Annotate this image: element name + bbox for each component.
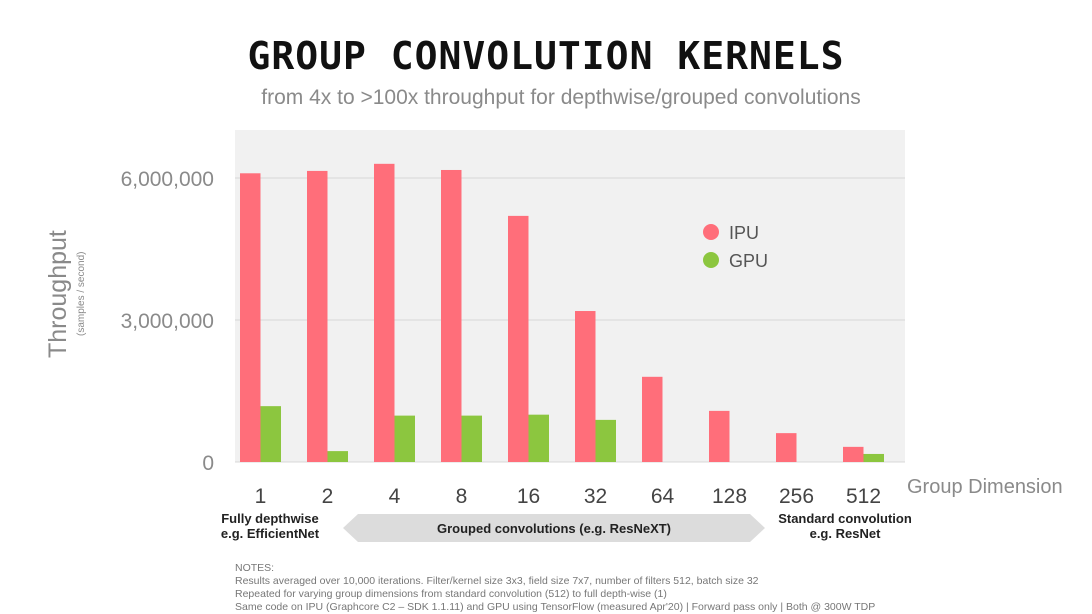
x-tick-label: 256 <box>779 485 814 508</box>
x-tick-label: 2 <box>322 485 334 508</box>
notes-line-2: Repeated for varying group dimensions fr… <box>235 588 667 600</box>
annotation-left: Fully depthwise e.g. EfficientNet <box>200 511 340 541</box>
x-tick-label: 128 <box>712 485 747 508</box>
chart-subtitle: from 4x to >100x throughput for depthwis… <box>261 86 861 109</box>
annotation-left-line1: Fully depthwise <box>221 511 319 526</box>
bar-gpu-4 <box>394 415 415 462</box>
x-tick-label: 8 <box>456 485 468 508</box>
bar-ipu-64 <box>642 376 663 462</box>
bar-ipu-16 <box>508 215 529 462</box>
notes-line-1: Results averaged over 10,000 iterations.… <box>235 575 759 587</box>
bar-ipu-512 <box>843 446 864 462</box>
x-tick-label: 32 <box>584 485 607 508</box>
y-tick-label: 3,000,000 <box>121 310 214 333</box>
bar-ipu-128 <box>709 410 730 462</box>
legend-marker-gpu <box>703 252 719 268</box>
annotation-left-line2: e.g. EfficientNet <box>220 526 320 541</box>
bar-ipu-2 <box>307 170 328 462</box>
chart-title: GROUP CONVOLUTION KERNELS <box>247 34 845 78</box>
y-axis-label: Throughput <box>44 230 72 358</box>
bar-ipu-4 <box>374 163 395 463</box>
bar-ipu-256 <box>776 433 797 462</box>
legend-label-gpu: GPU <box>729 251 768 271</box>
bar-gpu-32 <box>595 419 616 462</box>
bar-gpu-16 <box>528 414 549 462</box>
y-tick-label: 0 <box>202 452 214 475</box>
bar-gpu-8 <box>461 415 482 462</box>
x-tick-label: 64 <box>651 485 675 508</box>
x-tick-label: 512 <box>846 485 881 508</box>
bar-ipu-8 <box>441 169 462 462</box>
x-axis-label: Group Dimension <box>907 476 1063 498</box>
y-axis-sublabel: (samples / second) <box>76 252 87 336</box>
x-tick-label: 4 <box>389 485 401 508</box>
bar-gpu-512 <box>863 453 884 462</box>
plot-area <box>235 130 905 462</box>
bar-ipu-1 <box>240 173 261 463</box>
notes-heading: NOTES: <box>235 562 275 574</box>
legend-label-ipu: IPU <box>729 223 759 243</box>
range-arrow <box>343 514 765 542</box>
y-tick-label: 6,000,000 <box>121 168 214 191</box>
annotation-middle: Grouped convolutions (e.g. ResNeXT) <box>437 521 671 536</box>
x-tick-label: 1 <box>255 485 267 508</box>
bar-gpu-2 <box>327 451 348 462</box>
notes-line-3: Same code on IPU (Graphcore C2 – SDK 1.1… <box>235 601 876 613</box>
bar-gpu-1 <box>260 406 281 462</box>
legend-marker-ipu <box>703 224 719 240</box>
annotation-right: Standard convolution e.g. ResNet <box>760 511 930 541</box>
annotation-right-line2: e.g. ResNet <box>809 526 881 541</box>
x-tick-label: 16 <box>517 485 540 508</box>
annotation-right-line1: Standard convolution <box>778 511 912 526</box>
bar-ipu-32 <box>575 311 596 462</box>
